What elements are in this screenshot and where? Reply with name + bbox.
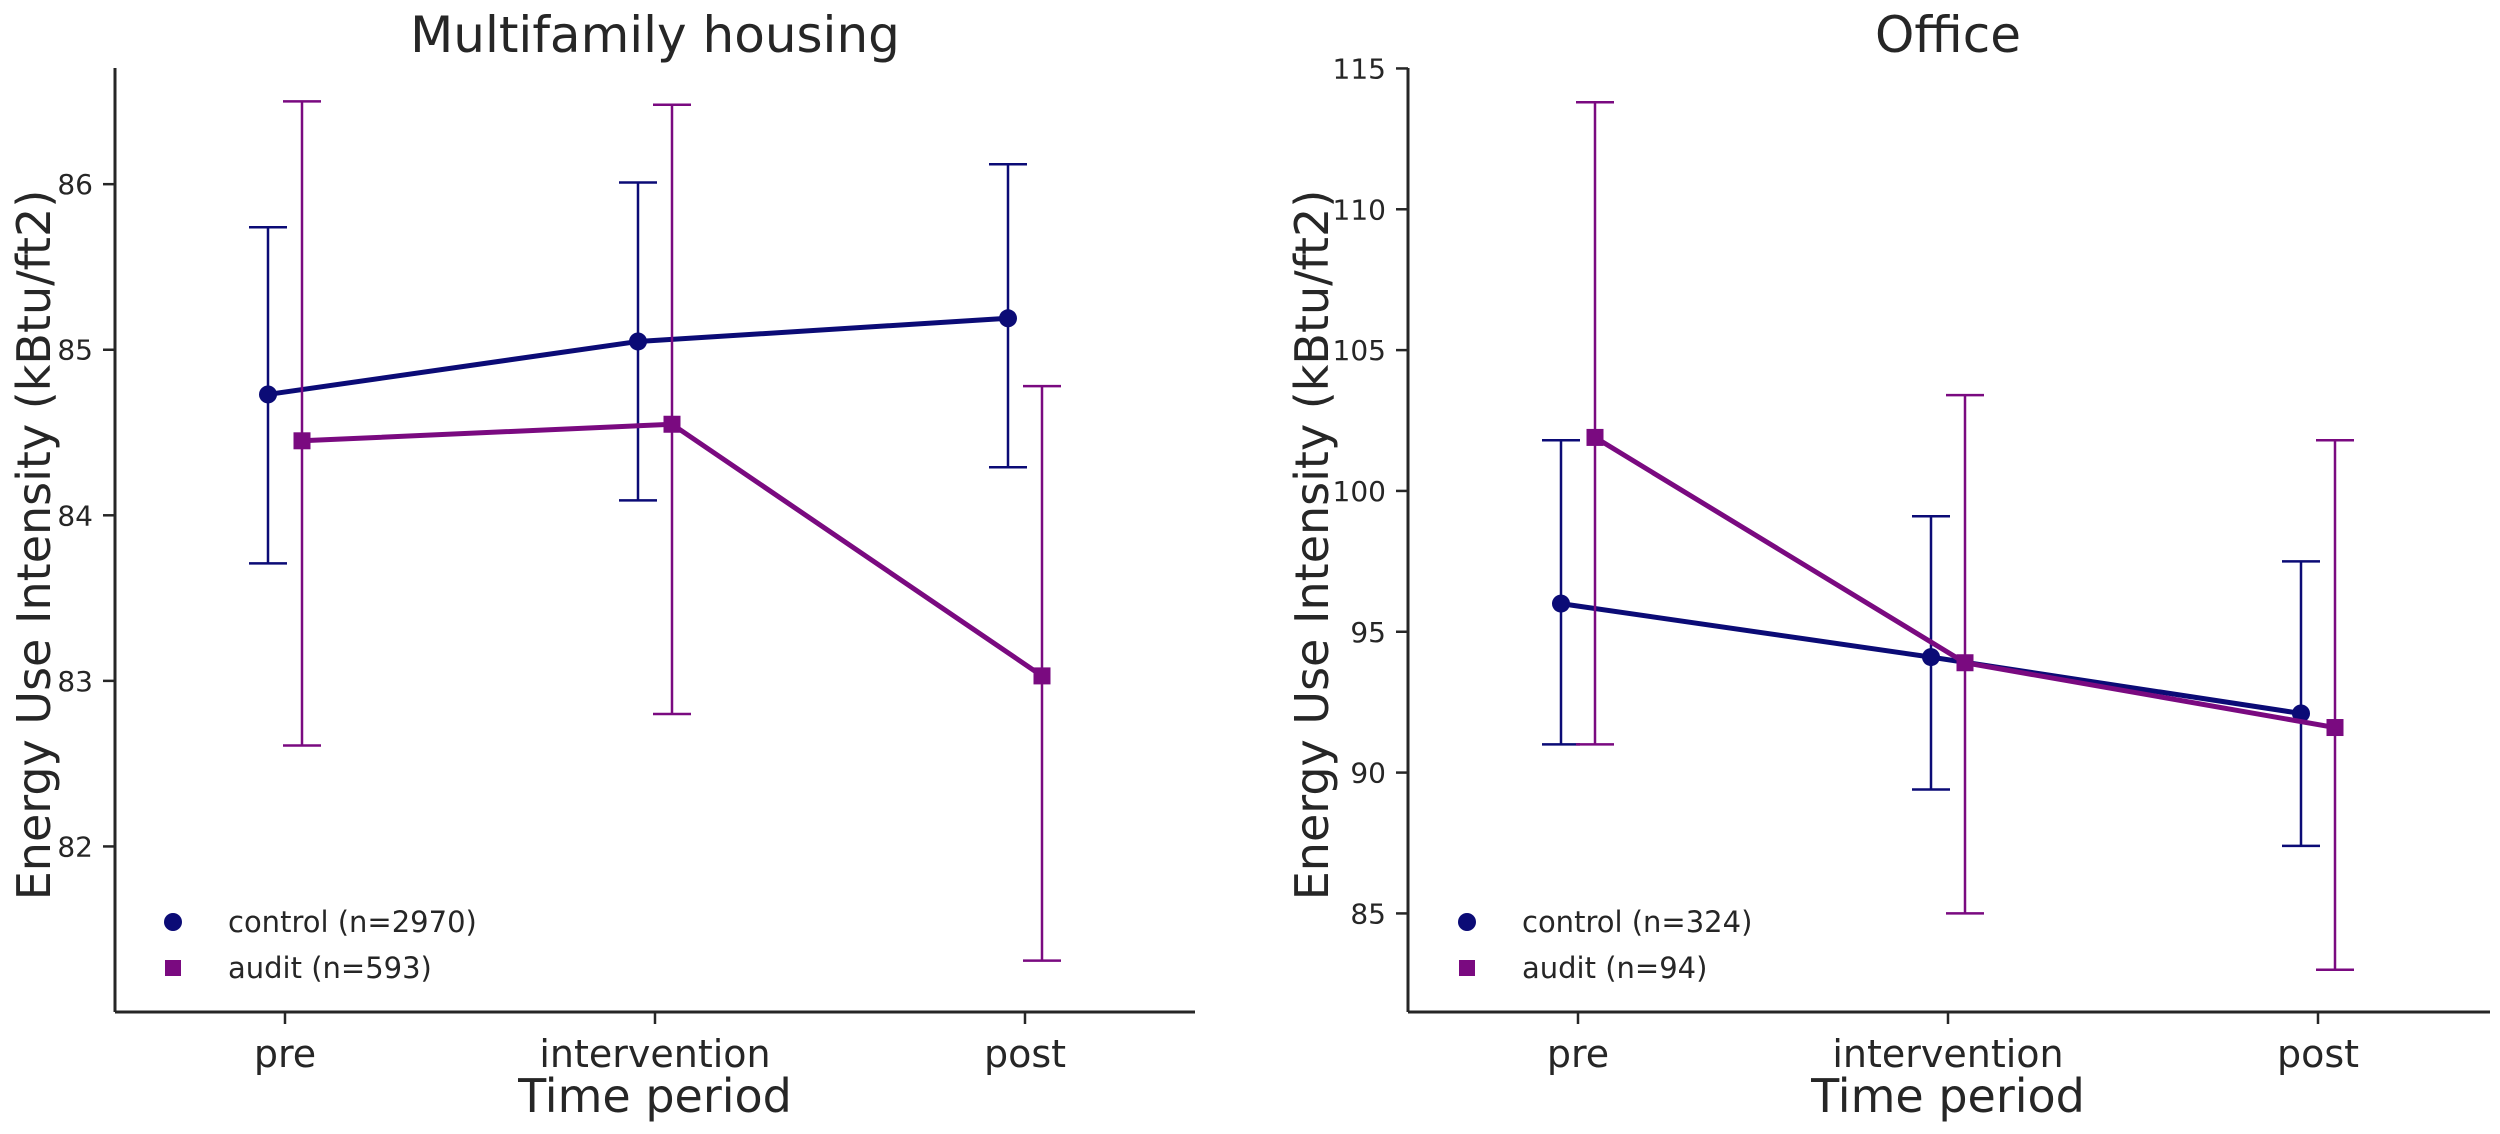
control-error-bar — [2282, 560, 2320, 848]
y-tick-label: 105 — [1333, 334, 1386, 367]
y-tick-label: 85 — [1350, 897, 1386, 930]
audit-error-bar — [653, 103, 691, 716]
legend-label-audit: audit (n=593) — [228, 951, 432, 985]
control-data-point — [999, 309, 1017, 328]
y-tick-label: 86 — [57, 168, 93, 201]
plot-area: 82 83 84 85 86 pre intervention post — [57, 68, 1195, 1076]
y-tick-label: 83 — [57, 665, 93, 698]
control-data-point — [2292, 704, 2310, 723]
audit-data-point — [1033, 667, 1051, 685]
legend-marker-audit — [1459, 960, 1475, 976]
x-tick-label: intervention — [539, 1032, 770, 1076]
x-axis-label: Time period — [517, 1069, 792, 1123]
x-tick-label: pre — [254, 1032, 316, 1076]
plot-area: 85 90 95 100 105 110 115 pre intervention post — [1333, 52, 2490, 1076]
legend: control (n=324) audit (n=94) — [1458, 905, 1752, 985]
y-tick-label: 95 — [1350, 616, 1386, 649]
y-tick-label: 110 — [1333, 193, 1386, 226]
control-data-point — [259, 385, 277, 404]
legend-marker-control — [1458, 913, 1476, 931]
audit-data-point — [1956, 654, 1974, 672]
legend-label-audit: audit (n=94) — [1522, 951, 1707, 985]
legend: control (n=2970) audit (n=593) — [164, 905, 477, 985]
x-tick-label: intervention — [1832, 1032, 2063, 1076]
audit-data-point — [663, 415, 681, 433]
legend-label-control: control (n=2970) — [228, 905, 477, 939]
audit-data-point — [1586, 428, 1604, 446]
x-tick-label: post — [984, 1032, 1066, 1076]
control-data-point — [1922, 648, 1940, 667]
audit-error-bar — [1576, 100, 1614, 746]
y-tick-label: 90 — [1350, 757, 1386, 790]
x-axis-label: Time period — [1810, 1069, 2085, 1123]
audit-data-point — [2326, 719, 2344, 737]
y-axis-label: Energy Use Intensity (kBtu/ft2) — [1285, 190, 1339, 901]
control-error-bar — [1542, 438, 1580, 746]
y-axis-label: Energy Use Intensity (kBtu/ft2) — [7, 190, 61, 901]
legend-marker-audit — [165, 960, 181, 976]
chart-title: Multifamily housing — [410, 6, 900, 64]
legend-marker-control — [164, 913, 182, 931]
audit-data-point — [293, 432, 311, 450]
control-data-point — [629, 332, 647, 351]
x-tick-label: post — [2277, 1032, 2359, 1076]
panel-multifamily: Multifamily housing Energy Use Intensity… — [7, 6, 1195, 1123]
control-data-point — [1552, 594, 1570, 613]
y-tick-label: 85 — [57, 334, 93, 367]
x-tick-label: pre — [1547, 1032, 1609, 1076]
panel-office: Office Energy Use Intensity (kBtu/ft2) T… — [1285, 6, 2490, 1123]
y-tick-label: 84 — [57, 499, 93, 532]
chart-title: Office — [1875, 6, 2021, 64]
y-tick-label: 115 — [1333, 52, 1386, 85]
audit-error-bar — [283, 100, 321, 747]
y-tick-label: 100 — [1333, 475, 1386, 508]
audit-error-bar — [2316, 438, 2354, 972]
y-tick-label: 82 — [57, 830, 93, 863]
legend-label-control: control (n=324) — [1522, 905, 1752, 939]
